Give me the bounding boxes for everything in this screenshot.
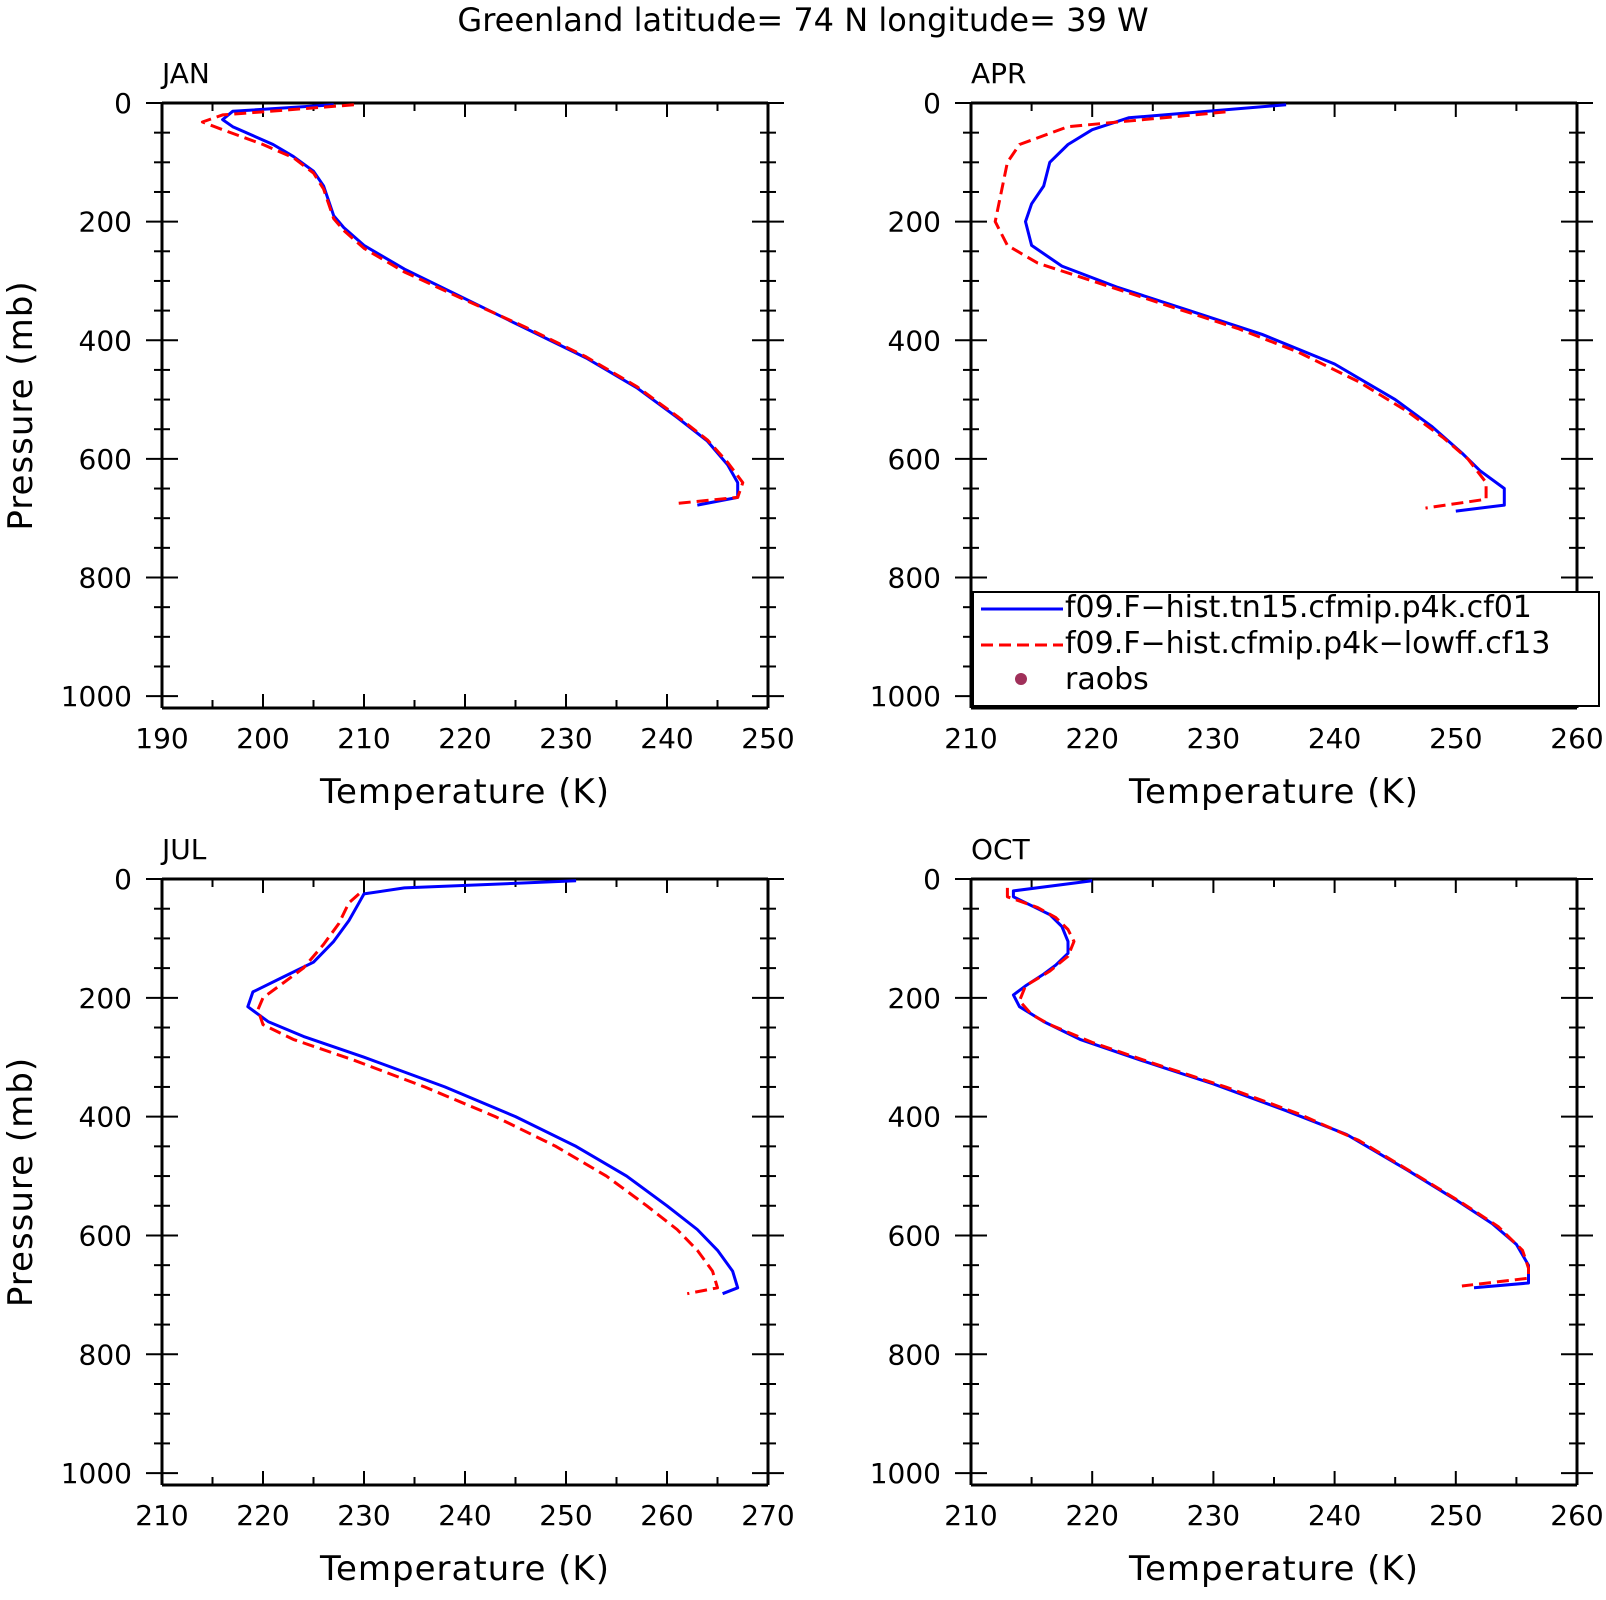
x-tick-label: 210	[944, 1499, 997, 1532]
y-tick-label: 1000	[870, 1457, 941, 1490]
legend-swatch-dot	[1015, 673, 1027, 685]
x-tick-label: 220	[1065, 1499, 1118, 1532]
y-tick-label: 600	[79, 1219, 132, 1252]
x-axis-label: Temperature (K)	[1128, 1549, 1419, 1589]
x-tick-label: 240	[438, 1499, 491, 1532]
figure-title: Greenland latitude= 74 N longitude= 39 W	[457, 1, 1148, 39]
series-line-cf13	[256, 892, 719, 1296]
x-tick-label: 210	[135, 1499, 188, 1532]
legend-entry: f09.F−hist.cfmip.p4k−lowff.cf13	[1065, 626, 1550, 661]
panel-jan: 190 200 210 220 230 240 250 0 200 400 600 800 1000 JA…	[1, 57, 795, 812]
y-tick-label: 800	[79, 1338, 132, 1371]
x-tick-label: 210	[944, 722, 997, 755]
y-tick-label: 600	[888, 1219, 941, 1252]
y-tick-label: 800	[888, 562, 941, 595]
x-axis-label: Temperature (K)	[319, 1549, 610, 1589]
x-tick-label: 230	[1187, 1499, 1240, 1532]
y-tick-label: 200	[888, 982, 941, 1015]
panel-label: JUL	[160, 833, 207, 866]
x-tick-label: 230	[539, 722, 592, 755]
x-tick-label: 220	[1065, 722, 1118, 755]
x-tick-label: 250	[1429, 722, 1482, 755]
panel-apr: 210 220 230 240 250 260 0 200 400 600 800 1000 APR Te…	[870, 57, 1604, 812]
series-line-cf13	[993, 110, 1488, 510]
y-tick-label: 400	[888, 1101, 941, 1134]
y-tick-label: 400	[888, 324, 941, 357]
x-tick-label: 260	[1550, 722, 1603, 755]
series-line-cf01	[221, 103, 740, 507]
legend-box	[972, 591, 1600, 707]
x-tick-label: 260	[1550, 1499, 1603, 1532]
y-tick-label: 600	[888, 443, 941, 476]
panel-label: APR	[971, 57, 1027, 90]
y-axis-label: Pressure (mb)	[1, 1057, 41, 1307]
x-tick-label: 250	[741, 722, 794, 755]
series-line-cf13	[200, 103, 745, 505]
y-axis-label: Pressure (mb)	[1, 280, 41, 530]
y-tick-label: 600	[79, 443, 132, 476]
x-tick-label: 230	[1187, 722, 1240, 755]
y-tick-label: 200	[888, 206, 941, 239]
x-tick-label: 240	[1308, 722, 1361, 755]
series-line-cf01	[1024, 103, 1506, 513]
x-tick-label: 260	[640, 1499, 693, 1532]
x-tick-label: 250	[1429, 1499, 1482, 1532]
panel-jul: 210 220 230 240 250 260 270 0 200 400 600 800 1000 JU…	[1, 833, 795, 1589]
panel-label: OCT	[971, 833, 1031, 866]
y-tick-label: 1000	[61, 1457, 132, 1490]
y-tick-label: 800	[888, 1338, 941, 1371]
x-tick-label: 210	[337, 722, 390, 755]
y-tick-label: 400	[79, 324, 132, 357]
legend-entry: f09.F−hist.tn15.cfmip.p4k.cf01	[1065, 590, 1532, 625]
x-tick-label: 190	[135, 722, 188, 755]
y-tick-label: 0	[923, 863, 941, 896]
y-tick-label: 1000	[870, 680, 941, 713]
x-tick-label: 240	[640, 722, 693, 755]
x-tick-label: 250	[539, 1499, 592, 1532]
y-tick-label: 0	[114, 87, 132, 120]
panel-oct: 210 220 230 240 250 260 0 200 400 600 800 1000 OCT Te…	[870, 833, 1604, 1589]
series-line-cf01	[1011, 879, 1530, 1290]
y-tick-label: 1000	[61, 680, 132, 713]
y-tick-label: 200	[79, 206, 132, 239]
x-tick-label: 220	[236, 1499, 289, 1532]
legend-entry: raobs	[1065, 662, 1149, 697]
x-tick-label: 270	[741, 1499, 794, 1532]
y-tick-label: 200	[79, 982, 132, 1015]
legend: f09.F−hist.tn15.cfmip.p4k.cf01f09.F−hist…	[972, 590, 1600, 707]
series-line-cf13	[1005, 887, 1530, 1288]
y-tick-label: 800	[79, 562, 132, 595]
x-axis-label: Temperature (K)	[319, 772, 610, 812]
x-tick-label: 200	[236, 722, 289, 755]
x-axis-label: Temperature (K)	[1128, 772, 1419, 812]
series-line-cf01	[246, 879, 740, 1296]
y-tick-label: 0	[114, 863, 132, 896]
y-tick-label: 0	[923, 87, 941, 120]
x-tick-label: 230	[337, 1499, 390, 1532]
y-tick-label: 400	[79, 1101, 132, 1134]
x-tick-label: 220	[438, 722, 491, 755]
x-tick-label: 240	[1308, 1499, 1361, 1532]
panel-label: JAN	[160, 57, 210, 90]
